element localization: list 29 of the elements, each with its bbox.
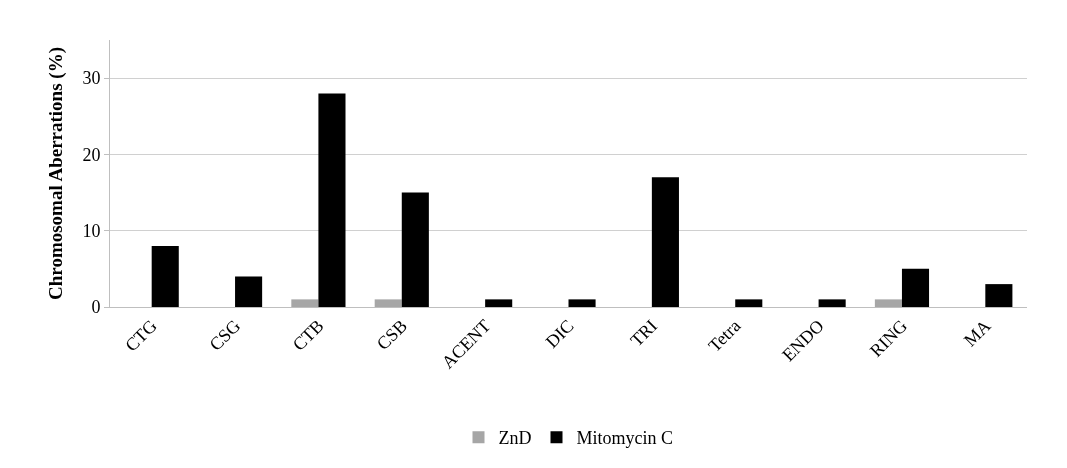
bar: [901, 268, 930, 307]
x-tick-label: TRI: [626, 315, 662, 351]
bar: [651, 177, 679, 307]
bar: [485, 299, 513, 307]
y-tick-label: 10: [82, 221, 101, 242]
legend-label: Mitomycin C: [576, 428, 674, 449]
x-tick-label: CSB: [372, 315, 411, 354]
x-tick-label: CSG: [205, 315, 245, 355]
y-tick-label: 0: [91, 297, 101, 318]
bar: [818, 299, 846, 307]
bar: [985, 284, 1013, 307]
bar: [291, 299, 319, 307]
bar: [374, 299, 402, 307]
x-tick-label: MA: [959, 315, 995, 351]
bar: [151, 245, 179, 307]
x-tick-label: CTB: [288, 315, 328, 355]
bar: [874, 299, 902, 307]
x-tick-label: Tetra: [704, 315, 745, 356]
x-tick-label: DIC: [541, 315, 578, 352]
x-tick-label: CTG: [121, 315, 161, 356]
bar: [235, 276, 263, 307]
bar: [401, 192, 429, 307]
bar: [735, 299, 763, 307]
y-axis-title: Chromosomal Aberrations (%): [45, 47, 67, 300]
y-tick-label: 30: [82, 68, 101, 89]
y-tick-label: 20: [82, 144, 101, 165]
bar: [568, 299, 596, 307]
legend-label: ZnD: [498, 428, 532, 449]
bar: [318, 93, 346, 307]
